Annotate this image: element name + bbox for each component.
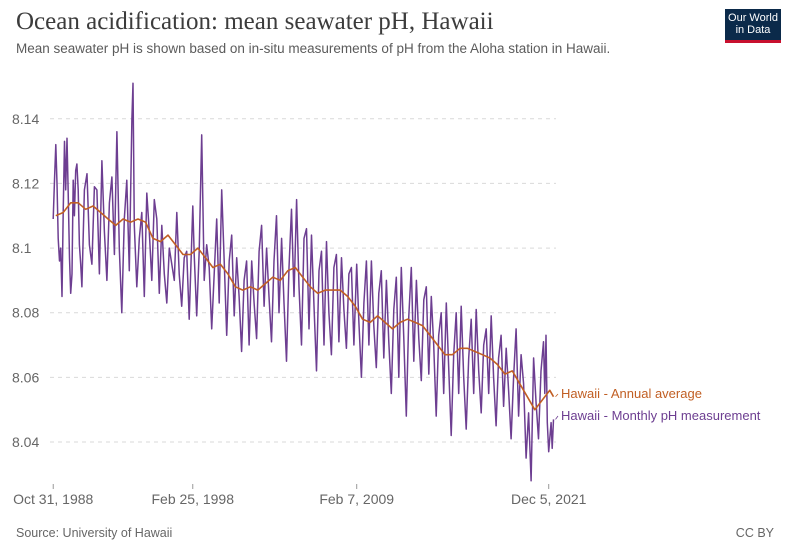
- y-tick-label: 8.06: [12, 369, 39, 385]
- logo-line-1: Our World: [728, 12, 778, 24]
- series-label-connector: [555, 415, 559, 420]
- source-note: Source: University of Hawaii: [16, 526, 173, 540]
- chart-title: Ocean acidification: mean seawater pH, H…: [16, 8, 494, 35]
- y-tick-label: 8.04: [12, 434, 39, 450]
- series-label-connector: [555, 393, 559, 398]
- x-axis-ticks: Oct 31, 1988 Feb 25, 1998 Feb 7, 2009 Dec 5…: [13, 484, 587, 507]
- logo-line-2: in Data: [735, 24, 771, 36]
- y-tick-label: 8.14: [12, 111, 39, 127]
- monthly-ph-line: [52, 82, 555, 482]
- y-tick-label: 8.12: [12, 175, 39, 191]
- x-tick-label: Feb 25, 1998: [151, 491, 234, 507]
- y-tick-label: 8.1: [12, 240, 32, 256]
- annual-average-line: [55, 202, 555, 411]
- y-tick-label: 8.08: [12, 305, 39, 321]
- license-note[interactable]: CC BY: [735, 526, 774, 540]
- x-tick-label: Dec 5, 2021: [511, 491, 587, 507]
- x-tick-label: Oct 31, 1988: [13, 491, 93, 507]
- series-labels: Hawaii - Annual average Hawaii - Monthly …: [555, 386, 761, 423]
- monthly-ph-label: Hawaii - Monthly pH measurement: [561, 408, 761, 423]
- chart-subtitle: Mean seawater pH is shown based on in-si…: [16, 41, 611, 56]
- y-axis-ticks: 8.04 8.06 8.08 8.1 8.12 8.14: [12, 111, 39, 450]
- annual-average-label: Hawaii - Annual average: [561, 386, 702, 401]
- x-tick-label: Feb 7, 2009: [319, 491, 394, 507]
- owid-logo[interactable]: Our World in Data: [725, 9, 781, 43]
- chart-series: [52, 82, 555, 482]
- logo-accent-bar: [725, 40, 781, 43]
